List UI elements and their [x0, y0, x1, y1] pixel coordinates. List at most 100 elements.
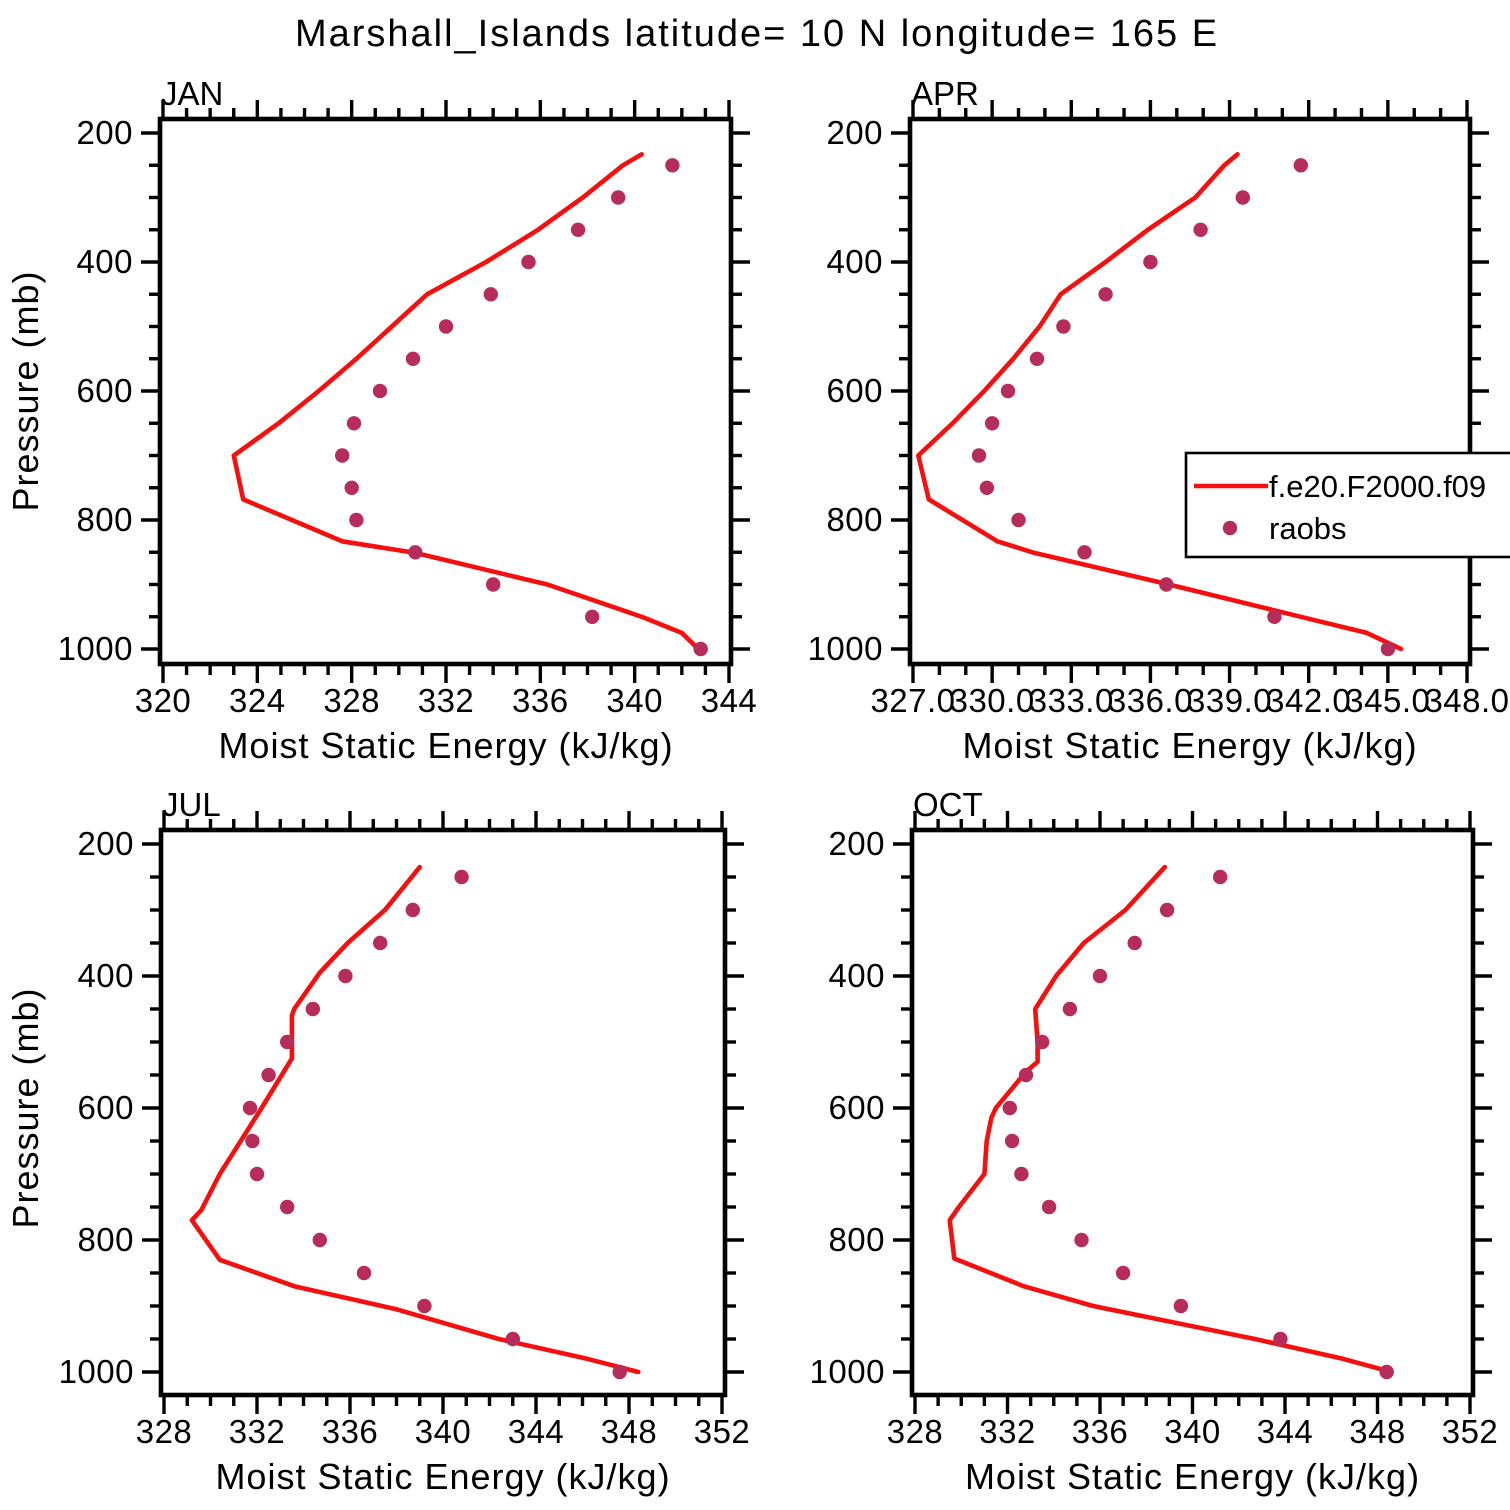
- raobs-point: [454, 869, 469, 885]
- y-tick-label: 800: [77, 1221, 134, 1258]
- raobs-point: [438, 319, 454, 334]
- panel-jan: 320 324 328 332 336 340 344 200 400 600 800 1000 JAN…: [5, 75, 757, 766]
- model-line: [947, 864, 1394, 1375]
- raobs-point: [338, 968, 353, 984]
- y-tick-label: 200: [77, 825, 134, 862]
- raobs-point: [1035, 1034, 1050, 1050]
- y-axis-title: Pressure (mb): [5, 270, 46, 511]
- raobs-point: [335, 448, 350, 463]
- raobs-point: [280, 1034, 295, 1050]
- raobs-point: [505, 1331, 520, 1347]
- raobs-point: [483, 287, 498, 302]
- raobs-point: [261, 1067, 276, 1083]
- raobs-point: [1018, 1067, 1034, 1083]
- panel-jul: 328 332 336 340 344 348 352 200 400 600 800 1000 JUL…: [5, 786, 750, 1497]
- raobs-point: [1014, 1166, 1029, 1182]
- legend-box: [1184, 451, 1510, 559]
- raobs-point: [1143, 254, 1158, 270]
- raobs-point: [570, 222, 586, 237]
- y-tick-label: 800: [76, 501, 133, 538]
- raobs-point: [405, 902, 420, 918]
- raobs-point: [344, 480, 359, 495]
- y-tick-label: 600: [77, 1089, 134, 1126]
- raobs-point: [1235, 190, 1251, 205]
- y-tick-label: 1000: [59, 1353, 134, 1390]
- y-tick-label: 200: [828, 825, 885, 862]
- panel-month-label: JUL: [162, 786, 221, 823]
- legend: f.e20.F2000.f09 raobs: [1184, 451, 1510, 559]
- raobs-point: [242, 1100, 258, 1116]
- x-tick-label: 336: [512, 682, 569, 719]
- x-tick-label: 344: [508, 1413, 565, 1450]
- raobs-point: [1379, 1364, 1394, 1380]
- x-tick-label: 344: [1257, 1413, 1314, 1450]
- x-tick-label: 345.0: [1345, 682, 1430, 719]
- raobs-point: [979, 480, 995, 495]
- raobs-point: [1029, 351, 1045, 366]
- raobs-point: [1159, 577, 1174, 592]
- x-tick-label: 336: [322, 1413, 379, 1450]
- y-tick-label: 400: [77, 957, 134, 994]
- y-tick-label: 400: [76, 243, 133, 280]
- x-tick-label: 328: [136, 1413, 193, 1450]
- raobs-point: [312, 1232, 327, 1248]
- panel-apr: 327.0330.0333.0336.0339.0342.0345.0348.0…: [808, 75, 1510, 766]
- y-tick-label: 800: [828, 1221, 885, 1258]
- raobs-point: [1011, 512, 1026, 528]
- y-tick-label: 600: [828, 1089, 885, 1126]
- y-axis-title: Pressure (mb): [5, 987, 46, 1228]
- panel-month-label: APR: [911, 75, 979, 112]
- raobs-point: [1267, 609, 1282, 624]
- raobs-point: [611, 190, 626, 205]
- raobs-point: [1098, 287, 1113, 302]
- raobs-point: [521, 254, 536, 270]
- raobs-point: [346, 416, 362, 431]
- x-tick-label: 336: [1072, 1413, 1129, 1450]
- panel-oct: 328 332 336 340 344 348 352 200 400 600 800 1000 OCT…: [810, 786, 1499, 1497]
- raobs-point: [1293, 158, 1309, 173]
- model-line: [915, 152, 1404, 652]
- raobs-point: [486, 577, 501, 592]
- raobs-point: [1092, 968, 1108, 984]
- x-axis-title: Moist Static Energy (kJ/kg): [215, 1456, 670, 1497]
- panel-month-label: OCT: [913, 786, 983, 823]
- x-tick-label: 340: [415, 1413, 472, 1450]
- raobs-point: [1159, 902, 1175, 918]
- raobs-point: [1380, 641, 1396, 657]
- y-tick-label: 600: [826, 372, 883, 409]
- raobs-point: [1004, 1133, 1020, 1149]
- x-tick-label: 333.0: [1029, 682, 1114, 719]
- x-tick-label: 332: [979, 1413, 1036, 1450]
- raobs-point: [1193, 222, 1208, 237]
- raobs-point: [612, 1364, 627, 1380]
- panel-month-label: JAN: [161, 75, 223, 112]
- raobs-point: [984, 416, 1000, 431]
- raobs-point: [693, 641, 708, 657]
- raobs-point: [1000, 383, 1016, 399]
- raobs-point: [305, 1001, 320, 1017]
- legend-line-label: f.e20.F2000.f09: [1269, 469, 1486, 504]
- x-axis-title: Moist Static Energy (kJ/kg): [965, 1456, 1420, 1497]
- raobs-point: [1173, 1298, 1189, 1314]
- raobs-point: [1074, 1232, 1089, 1248]
- raobs-point: [1056, 319, 1071, 334]
- x-tick-label: 340: [606, 682, 663, 719]
- raobs-point: [1041, 1199, 1057, 1215]
- raobs-point: [1115, 1265, 1131, 1281]
- x-tick-label: 348.0: [1424, 682, 1509, 719]
- x-tick-label: 336.0: [1108, 682, 1193, 719]
- x-tick-label: 344: [701, 682, 758, 719]
- x-tick-label: 332: [418, 682, 475, 719]
- raobs-point: [356, 1265, 372, 1281]
- x-tick-label: 339.0: [1187, 682, 1272, 719]
- model-line: [231, 152, 701, 652]
- x-tick-label: 352: [1442, 1413, 1499, 1450]
- raobs-point: [665, 158, 680, 173]
- raobs-point: [245, 1133, 260, 1149]
- x-tick-label: 352: [694, 1413, 751, 1450]
- x-tick-label: 332: [229, 1413, 286, 1450]
- raobs-point: [373, 935, 388, 951]
- x-tick-label: 320: [135, 682, 192, 719]
